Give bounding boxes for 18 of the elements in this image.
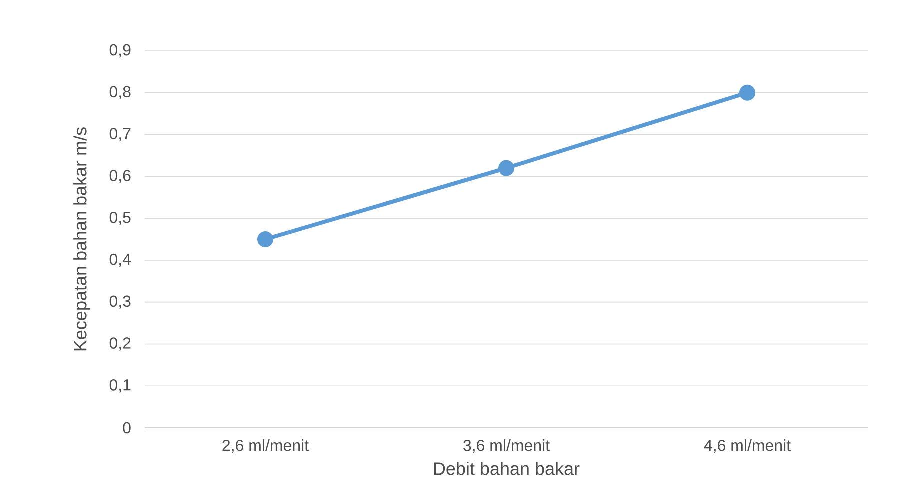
y-axis-title: Kecepatan bahan bakar m/s (74, 128, 90, 351)
x-tick-label: 2,6 ml/menit (222, 440, 309, 454)
y-tick-label: 0,5 (110, 212, 131, 226)
y-tick-label: 0,7 (110, 128, 131, 142)
point (740, 84, 756, 101)
y-tick-label: 0,4 (110, 254, 131, 268)
y-tick-label: 0,1 (110, 380, 131, 393)
y-tick-label: 0 (123, 422, 131, 434)
y-tick-label: 0,8 (110, 86, 131, 100)
y-tick-label: 0,9 (110, 44, 131, 58)
x-tick-label: 3,6 ml/menit (464, 440, 550, 454)
y-tick-label: 0,3 (110, 296, 131, 309)
x-tick-label: 4,6 ml/menit (704, 440, 791, 454)
y-tick-label: 0,6 (110, 170, 131, 184)
point (258, 232, 274, 248)
point (498, 160, 515, 176)
x-axis-title: Debit bahan bakar (434, 462, 580, 476)
y-tick-label: 0,2 (110, 338, 131, 351)
